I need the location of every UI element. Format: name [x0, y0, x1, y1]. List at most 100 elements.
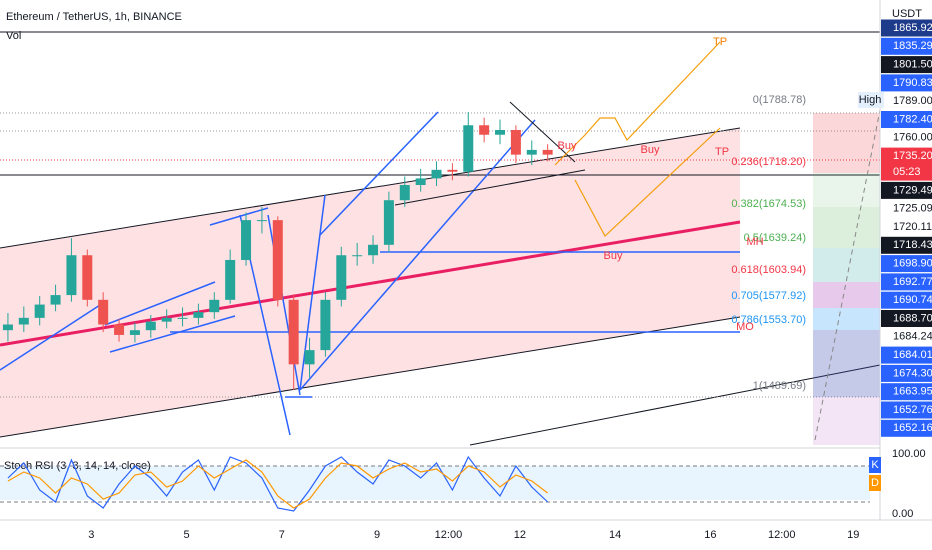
price-tag [881, 74, 932, 92]
candle-body [447, 169, 458, 172]
annotation: High [859, 94, 882, 106]
price-tag [881, 19, 932, 37]
x-tick-label: 14 [609, 529, 621, 541]
fib-band [813, 248, 880, 282]
fib-label: 1(1489.69) [753, 380, 806, 392]
fib-band [813, 397, 880, 445]
x-tick-label: 7 [279, 529, 285, 541]
price-tag [881, 111, 932, 128]
candle-body [50, 295, 61, 305]
price-tag [881, 129, 932, 147]
price-tag-label: 1652.76 [893, 404, 932, 416]
candle-body [510, 129, 521, 155]
price-tag-label: 1725.09 [893, 203, 932, 215]
price-tag [881, 163, 932, 181]
candle-body [129, 330, 140, 335]
x-tick-label: 3 [88, 529, 94, 541]
price-tag-label: 1782.40 [893, 113, 932, 125]
annotation: Buy [641, 144, 660, 156]
x-tick-label: 12:00 [435, 529, 463, 541]
price-tag [881, 147, 932, 165]
channel-top [0, 127, 741, 249]
x-tick-label: 12:00 [768, 529, 796, 541]
price-tag-label: 1698.90 [893, 258, 932, 270]
x-tick-label: 5 [183, 529, 189, 541]
candle-body [272, 220, 283, 300]
candle-body [368, 244, 379, 256]
volume-label: Vol [6, 30, 21, 42]
price-tag [881, 310, 932, 327]
candle-body [352, 255, 363, 257]
candle-body [114, 324, 125, 335]
osc-line [7, 455, 549, 512]
x-tick-label: 12 [514, 529, 526, 541]
legend-swatch [869, 457, 881, 473]
price-tag-label: 1692.77 [893, 276, 932, 288]
fib-label: 0.5(1639.24) [744, 232, 806, 244]
annotation: TP [713, 36, 727, 48]
x-tick-label: 19 [847, 529, 859, 541]
price-tag-label: 1690.74 [893, 294, 932, 306]
price-tag [881, 273, 932, 291]
price-tag [881, 218, 932, 236]
price-tag-label: 1688.70 [893, 312, 932, 324]
candle-body [495, 129, 506, 135]
price-tag [881, 255, 932, 273]
price-tag [881, 181, 932, 199]
annotation-box [858, 92, 884, 108]
osc-line [7, 459, 549, 509]
candle-body [415, 178, 426, 186]
price-tag [881, 419, 932, 437]
price-tag [881, 200, 932, 218]
fib-label: 0.786(1553.70) [731, 314, 806, 326]
price-tag [881, 383, 932, 401]
candle-body [399, 185, 410, 201]
price-tag [881, 37, 932, 55]
candle-body [161, 317, 172, 322]
price-tag [881, 328, 932, 346]
price-tag-label: 1684.01 [893, 349, 932, 361]
fib-label: 0(1788.78) [753, 94, 806, 106]
price-tag-label: 1729.49 [893, 184, 932, 196]
fib-band [813, 207, 880, 248]
candle-body [2, 324, 13, 331]
fib-band [813, 330, 880, 397]
candle-body [225, 259, 236, 300]
fib-band [813, 113, 880, 173]
candle-body [82, 255, 93, 300]
price-tag [881, 291, 932, 309]
candle-body [320, 299, 331, 351]
fib-label: 0.618(1603.94) [731, 264, 806, 276]
price-tag [881, 236, 932, 254]
price-tag [881, 92, 932, 110]
candle-body [479, 125, 490, 135]
price-tag-label: 1720.11 [893, 221, 932, 233]
candle-body [98, 299, 109, 325]
price-tag-label: 05:23 [893, 166, 921, 178]
x-tick-label: 9 [374, 529, 380, 541]
candle-body [145, 321, 156, 331]
fib-label: 0.236(1718.20) [731, 156, 806, 168]
fib-label: 0.705(1577.92) [731, 290, 806, 302]
price-tag-label: 1663.95 [893, 386, 932, 398]
price-tag-label: 1652.16 [893, 422, 932, 434]
chart-title: Ethereum / TetherUS, 1h, BINANCE [6, 11, 182, 23]
orange-arrows [554, 41, 721, 237]
price-tag-label: 1718.43 [893, 239, 932, 251]
price-tag-label: 1760.00 [893, 132, 932, 144]
x-tick-label: 16 [704, 529, 716, 541]
candle-body [256, 220, 267, 222]
price-tag [881, 56, 932, 74]
price-tag-label: 1789.00 [893, 95, 932, 107]
annotation: TP [715, 146, 729, 158]
price-tag [881, 346, 932, 364]
price-tag-label: 1790.83 [893, 77, 932, 89]
candle-body [383, 200, 394, 245]
candle-body [241, 220, 252, 260]
candle-body [66, 255, 77, 296]
annotation: MO [736, 321, 754, 333]
candle-body [304, 350, 315, 365]
annotation: Buy [604, 250, 623, 262]
legend-swatch [869, 475, 881, 491]
